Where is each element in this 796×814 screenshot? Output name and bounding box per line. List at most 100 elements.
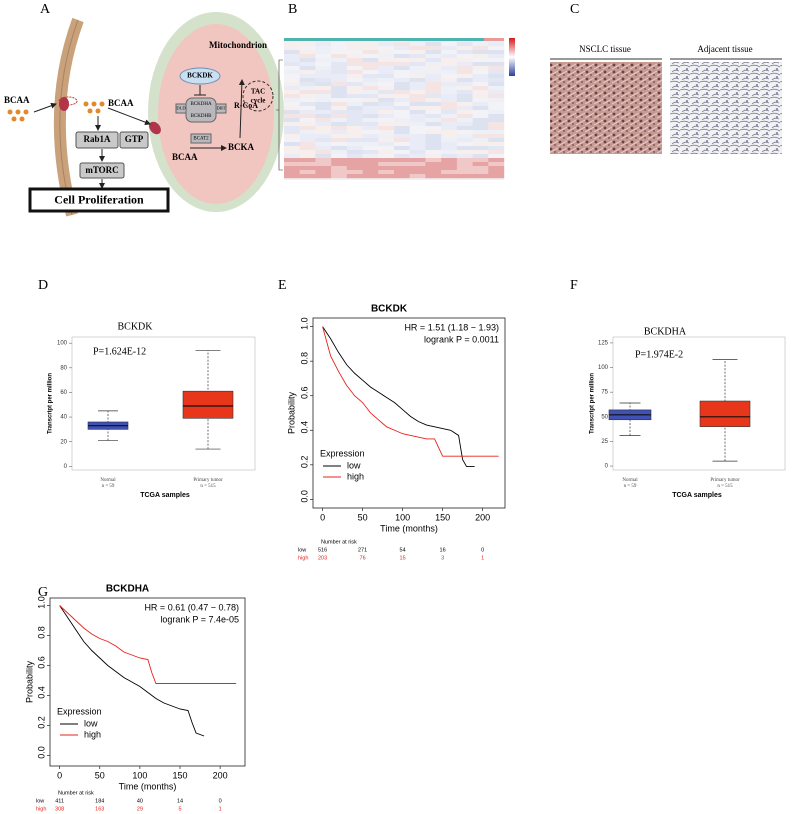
y-tick-label: 40 [60,415,67,421]
heatmap-texture [315,142,332,147]
heatmap-texture [315,94,332,99]
heatmap-texture [488,146,505,151]
heatmap-texture [425,138,442,143]
heatmap-texture [299,94,316,99]
heatmap-texture [378,150,395,155]
y-tick-label: 80 [60,365,67,371]
heatmap-texture [409,170,426,175]
x-tick-label: Primary tumor [710,478,740,483]
heatmap-texture [409,106,426,111]
heatmap-texture [362,154,379,159]
heatmap-texture [472,82,489,87]
legend-title: Expression [320,448,365,458]
heatmap-texture [362,98,379,103]
heatmap-texture [331,66,348,71]
diagram-label: cycle [251,97,266,105]
heatmap-texture [472,106,489,111]
heatmap-texture [394,134,410,139]
heatmap-texture [472,166,489,171]
heatmap-texture [378,70,395,75]
legend-label: high [347,471,364,481]
heatmap-texture [425,54,442,59]
heatmap-texture [441,122,458,127]
heatmap-texture [346,98,363,103]
plot-frame [71,336,256,471]
heatmap-texture [425,66,442,71]
heatmap-texture [299,70,316,75]
heatmap-texture [425,134,442,139]
heatmap-texture [378,86,395,91]
heatmap-texture [378,110,395,115]
heatmap-texture [378,134,395,139]
y-axis-label: Probability [286,391,296,434]
heatmap-texture [315,158,332,163]
heatmap-texture [441,146,458,151]
heatmap-texture [488,82,505,87]
heatmap-texture [409,166,426,171]
heatmap-texture [488,154,505,159]
heatmap-texture [284,170,300,175]
y-axis-label: Transcript per million [590,373,596,434]
y-tick-label: 0.2 [36,716,46,729]
heatmap-texture [284,154,300,159]
heatmap-texture [472,146,489,151]
heatmap-texture [456,158,473,163]
heatmap-texture [331,134,348,139]
heatmap-texture [284,138,300,143]
heatmap-texture [315,174,332,179]
heatmap-texture [331,150,348,155]
x-axis-label: TCGA samples [140,492,190,499]
heatmap-texture [488,54,505,59]
heatmap-texture [299,122,316,127]
diagram-label: BCAA [172,152,198,162]
n-label: n = 515 [717,484,733,489]
heatmap-texture [346,66,363,71]
heatmap-texture [425,78,442,83]
heatmap-texture [394,74,410,79]
heatmap-strip [484,38,504,41]
heatmap-texture [346,166,363,171]
risk-value: 3 [441,555,444,561]
heatmap-texture [284,118,300,123]
annotation: HR = 1.51 (1.18 − 1.93) [404,322,499,332]
panel-label: C [570,2,579,17]
heatmap-texture [299,150,316,155]
heatmap-texture [299,138,316,143]
heatmap-texture [425,146,442,151]
heatmap-texture [394,122,410,127]
heatmap-texture [378,138,395,143]
transporter-label-ring [58,96,78,106]
heatmap-texture [472,154,489,159]
risk-value: 15 [400,555,406,561]
heatmap-texture [456,162,473,167]
y-axis-label: Probability [24,660,34,703]
heatmap-texture [378,74,395,79]
heatmap-texture [299,54,316,59]
heatmap-texture [488,118,505,123]
diagram-label: TAC [251,88,265,96]
heatmap-texture [346,58,363,63]
heatmap-texture [299,162,316,167]
heatmap-texture [409,154,426,159]
heatmap-texture [472,150,489,155]
diagram-label: DBT [217,106,226,111]
heatmap-texture [409,94,426,99]
heatmap-texture [299,170,316,175]
heatmap-texture [441,98,458,103]
panel-label: A [40,2,51,17]
heatmap-texture [315,86,332,91]
x-tick-label: 150 [435,512,450,522]
heatmap-texture [378,118,395,123]
heatmap-texture [441,134,458,139]
heatmap-texture [488,62,505,67]
y-tick-label: 0.4 [36,686,46,699]
heatmap-texture [299,50,316,55]
heatmap-texture [409,142,426,147]
heatmap-texture [346,86,363,91]
heatmap-texture [362,62,379,67]
heatmap-texture [441,82,458,87]
diagram-label: BCKDK [187,72,213,80]
heatmap-texture [299,146,316,151]
heatmap-texture [284,78,300,83]
heatmap-texture [425,142,442,147]
